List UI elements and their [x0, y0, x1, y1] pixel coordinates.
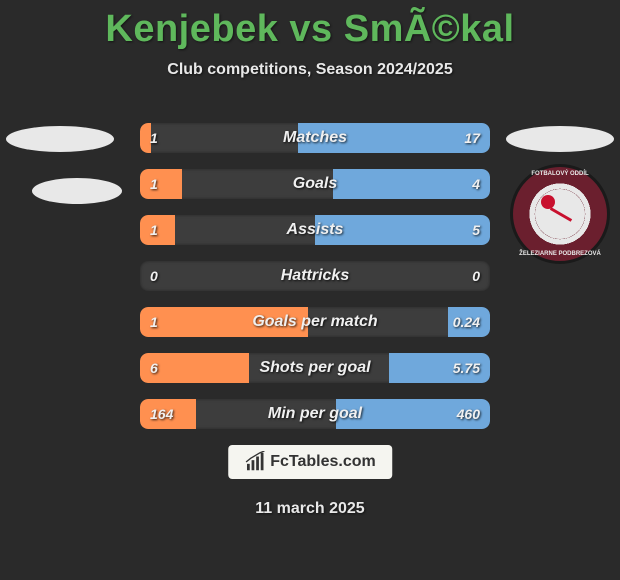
stat-right-value: 17 — [464, 130, 480, 146]
date-text: 11 march 2025 — [0, 500, 620, 518]
stat-label: Assists — [140, 221, 490, 239]
placeholder-shape — [6, 126, 114, 152]
stat-label: Hattricks — [140, 267, 490, 285]
stat-left-value: 164 — [150, 406, 173, 422]
stat-row: Goals per match1 0.24 — [140, 307, 490, 337]
stat-left-value: 1 — [150, 176, 158, 192]
placeholder-shape — [506, 126, 614, 152]
comparison-bars: Matches117Goals14Assists15Hattricks00Goa… — [140, 123, 490, 445]
stat-row: Matches1 17 — [140, 123, 490, 153]
stat-left-value: 6 — [150, 360, 158, 376]
club-crest: FOTBALOVÝ ODDÍL ŽELEZIARNE PODBREZOVÁ — [510, 164, 610, 264]
stat-row: Hattricks0 0 — [140, 261, 490, 291]
crest-text-bot: ŽELEZIARNE PODBREZOVÁ — [513, 251, 607, 257]
stat-left-value: 1 — [150, 222, 158, 238]
chart-icon — [244, 451, 266, 473]
stat-left-value: 1 — [150, 130, 158, 146]
team-right-logo: FOTBALOVÝ ODDÍL ŽELEZIARNE PODBREZOVÁ — [504, 106, 616, 218]
placeholder-shape — [32, 178, 122, 204]
stat-label: Matches — [140, 129, 490, 147]
crest-text-top: FOTBALOVÝ ODDÍL — [513, 171, 607, 177]
crest-ball-icon — [535, 189, 585, 239]
team-left-logo — [4, 106, 116, 218]
stat-right-value: 5 — [472, 222, 480, 238]
stat-row: Min per goal164 460 — [140, 399, 490, 429]
watermark-badge: FcTables.com — [228, 445, 392, 479]
stat-right-value: 460 — [457, 406, 480, 422]
subtitle: Club competitions, Season 2024/2025 — [0, 61, 620, 79]
page-title: Kenjebek vs SmÃ©kal — [0, 0, 620, 51]
stat-row: Shots per goal6 5.75 — [140, 353, 490, 383]
stat-row: Assists1 5 — [140, 215, 490, 245]
watermark-text: FcTables.com — [270, 453, 376, 471]
stat-right-value: 0 — [472, 268, 480, 284]
stat-label: Shots per goal — [140, 359, 490, 377]
stat-right-value: 5.75 — [453, 360, 480, 376]
stat-label: Goals per match — [140, 313, 490, 331]
stat-left-value: 0 — [150, 268, 158, 284]
stat-right-value: 0.24 — [453, 314, 480, 330]
stat-left-value: 1 — [150, 314, 158, 330]
stat-label: Min per goal — [140, 405, 490, 423]
stat-row: Goals1 4 — [140, 169, 490, 199]
stat-label: Goals — [140, 175, 490, 193]
stat-right-value: 4 — [472, 176, 480, 192]
